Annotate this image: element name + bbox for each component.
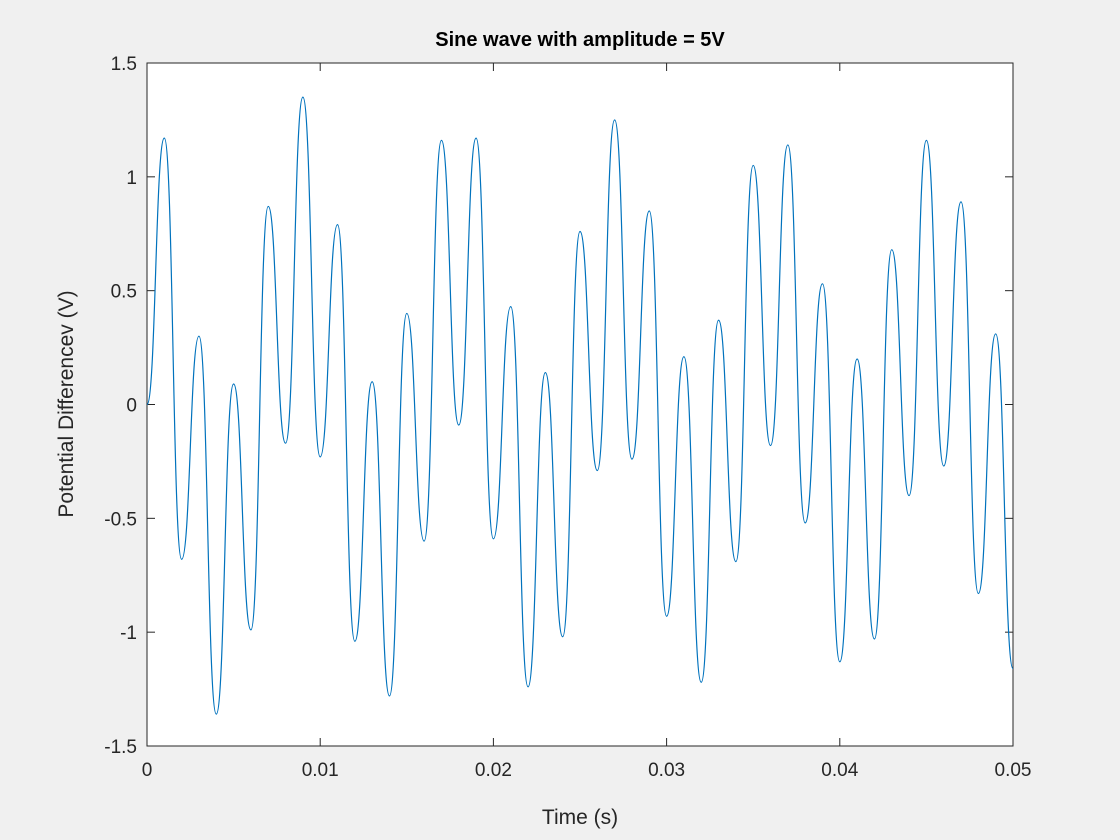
x-tick-label: 0.02 [475,760,512,781]
y-axis-label: Potential Differencev (V) [55,290,78,517]
y-tick-label: -1.5 [104,737,137,758]
x-tick-label: 0.04 [821,760,858,781]
y-tick-label: -0.5 [104,509,137,530]
x-axis-label: Time (s) [542,806,618,829]
y-tick-label: 0 [126,396,137,417]
y-tick-label: 1.5 [111,54,137,75]
x-tick-label: 0.01 [302,760,339,781]
y-tick-label: 1 [126,168,137,189]
x-tick-label: 0 [142,760,153,781]
line-series [146,96,1014,715]
x-tick-label: 0.03 [648,760,685,781]
y-tick-label: -1 [120,623,137,644]
plot-area [146,62,1014,747]
x-tick-label: 0.05 [995,760,1032,781]
chart-title: Sine wave with amplitude = 5V [435,29,725,51]
y-tick-label: 0.5 [111,282,137,303]
